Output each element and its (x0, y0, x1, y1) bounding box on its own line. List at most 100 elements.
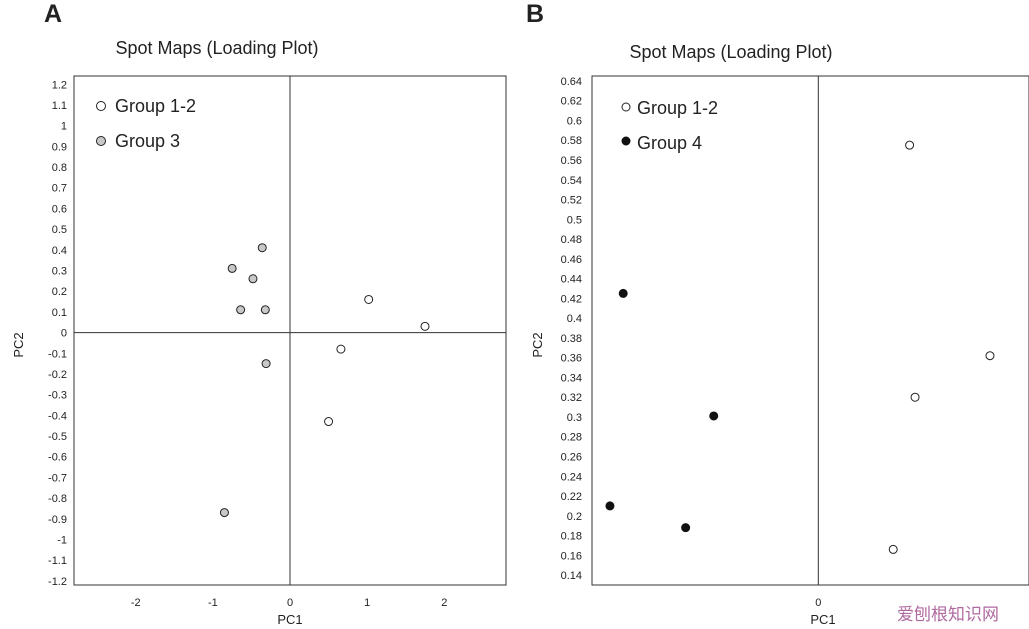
panel-a: A Spot Maps (Loading Plot) -2 -1 0 1 2 1.2 1.… (11, 0, 507, 627)
panel-a-letter: A (44, 0, 62, 28)
panel-b-letter: B (526, 0, 544, 28)
y-tick-label: -0.4 (48, 410, 67, 422)
y-tick-label: 0.18 (561, 531, 582, 543)
y-tick-label: -0.6 (48, 452, 67, 464)
y-tick-label: 0.26 (561, 452, 582, 464)
legend-marker-black (621, 136, 631, 146)
legend-label: Group 1-2 (637, 98, 718, 118)
y-tick-label: 0.6 (567, 115, 582, 127)
legend-label: Group 3 (115, 131, 180, 151)
panel-a-legend: Group 1-2 Group 3 (96, 96, 196, 151)
panel-a-x-ticks: -2 -1 0 1 2 (131, 597, 448, 609)
data-point-grey (261, 359, 271, 369)
panel-b-y-axis-label: PC2 (530, 332, 545, 357)
y-tick-label: 0.62 (561, 96, 582, 108)
data-point-black (618, 288, 628, 298)
y-tick-label: -1.2 (48, 576, 67, 588)
x-tick-label: 0 (815, 597, 821, 609)
y-tick-label: 0.22 (561, 491, 582, 503)
y-tick-label: 0.8 (52, 162, 67, 174)
y-tick-label: 0.14 (561, 570, 582, 582)
legend-marker-grey (96, 136, 106, 146)
y-tick-label: 0.3 (567, 412, 582, 424)
y-tick-label: 0.6 (52, 203, 67, 215)
y-tick-label: 0.16 (561, 550, 582, 562)
x-tick-label: -1 (208, 597, 218, 609)
y-tick-label: 0.34 (561, 372, 582, 384)
y-tick-label: 0.2 (567, 511, 582, 523)
y-tick-label: -0.1 (48, 348, 67, 360)
x-tick-label: 2 (441, 597, 447, 609)
y-tick-label: 0.36 (561, 353, 582, 365)
data-point-black (605, 501, 615, 511)
y-tick-label: -0.9 (48, 514, 67, 526)
y-tick-label: -0.8 (48, 493, 67, 505)
y-tick-label: 0.9 (52, 141, 67, 153)
data-point-grey (260, 305, 270, 315)
data-point-grey (257, 243, 267, 253)
y-tick-label: 0.28 (561, 432, 582, 444)
y-tick-label: 0.56 (561, 155, 582, 167)
data-point-open (420, 321, 430, 331)
y-tick-label: -1 (57, 534, 67, 546)
y-tick-label: 0.5 (52, 224, 67, 236)
panel-b-points (605, 140, 995, 554)
y-tick-label: -0.5 (48, 431, 67, 443)
x-tick-label: 0 (287, 597, 293, 609)
y-tick-label: 0.1 (52, 307, 67, 319)
legend-label: Group 1-2 (115, 96, 196, 116)
data-point-open (324, 417, 334, 427)
y-tick-label: 0.3 (52, 265, 67, 277)
y-tick-label: 0.44 (561, 274, 582, 286)
data-point-grey (248, 274, 258, 284)
data-point-open (985, 351, 995, 361)
y-tick-label: 0.32 (561, 392, 582, 404)
y-tick-label: 0.2 (52, 286, 67, 298)
y-tick-label: 0.46 (561, 254, 582, 266)
y-tick-label: 0.64 (561, 76, 582, 88)
y-tick-label: 1.1 (52, 100, 67, 112)
panel-b-title: Spot Maps (Loading Plot) (629, 42, 832, 62)
y-tick-label: 0.4 (52, 245, 67, 257)
y-tick-label: 0.54 (561, 175, 582, 187)
data-point-grey (236, 305, 246, 315)
y-tick-label: 0.48 (561, 234, 582, 246)
y-tick-label: -0.2 (48, 369, 67, 381)
y-tick-label: -0.7 (48, 472, 67, 484)
data-point-grey (227, 263, 237, 273)
panel-a-title: Spot Maps (Loading Plot) (115, 38, 318, 58)
y-tick-label: 0 (61, 328, 67, 340)
legend-marker-open (96, 101, 106, 111)
panel-b-x-ticks: 0 (815, 597, 821, 609)
y-tick-label: 0.7 (52, 183, 67, 195)
watermark: 爱刨根知识网 (897, 605, 999, 624)
x-tick-label: 1 (364, 597, 370, 609)
panel-b-plot-frame (591, 75, 1029, 586)
data-point-open (364, 294, 374, 304)
data-point-black (681, 523, 691, 533)
panel-b: B Spot Maps (Loading Plot) 0 0.64 0.62 0.6… (526, 0, 1029, 627)
y-tick-label: 0.38 (561, 333, 582, 345)
data-point-open (905, 140, 915, 150)
y-tick-label: -1.1 (48, 555, 67, 567)
data-point-open (888, 544, 898, 554)
y-tick-label: 0.58 (561, 135, 582, 147)
panel-a-x-axis-label: PC1 (277, 612, 302, 627)
data-point-open (336, 344, 346, 354)
data-point-black (709, 411, 719, 421)
y-tick-label: 0.4 (567, 313, 582, 325)
panel-a-y-ticks: 1.2 1.1 1 0.9 0.8 0.7 0.6 0.5 0.4 0.3 0.2 0.1 0 -0.1 -… (48, 79, 67, 588)
y-tick-label: -0.3 (48, 390, 67, 402)
legend-label: Group 4 (637, 133, 702, 153)
x-tick-label: -2 (131, 597, 141, 609)
panel-a-y-axis-label: PC2 (11, 332, 26, 357)
panel-a-points (219, 243, 430, 518)
panel-b-legend: Group 1-2 Group 4 (621, 98, 718, 153)
y-tick-label: 0.24 (561, 471, 582, 483)
y-tick-label: 0.42 (561, 293, 582, 305)
y-tick-label: 1.2 (52, 79, 67, 91)
y-tick-label: 0.52 (561, 195, 582, 207)
panel-b-y-ticks: 0.64 0.62 0.6 0.58 0.56 0.54 0.52 0.5 0.48 0.46 0.… (561, 76, 582, 582)
data-point-open (910, 392, 920, 402)
